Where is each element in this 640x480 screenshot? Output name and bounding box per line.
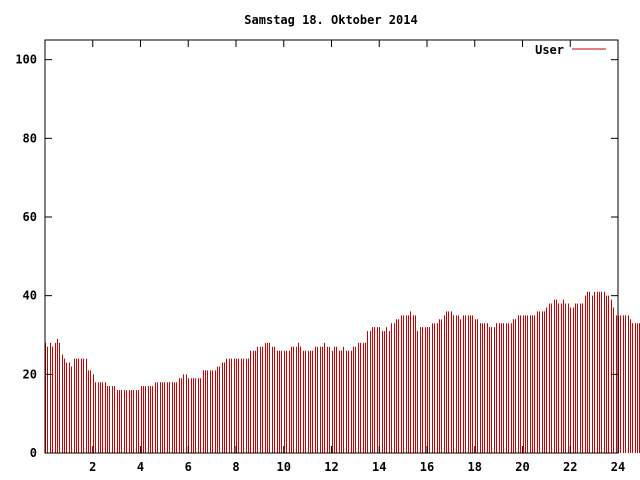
x-axis: 2 4 6 8 10 12 14 16 18 20 22 24 — [89, 40, 625, 474]
x-tick-label: 4 — [137, 460, 144, 474]
y-tick-label: 40 — [23, 289, 37, 303]
x-tick-label: 2 — [89, 460, 96, 474]
x-tick-label: 16 — [420, 460, 434, 474]
x-tick-label: 20 — [515, 460, 529, 474]
x-tick-label: 8 — [232, 460, 239, 474]
legend: User — [535, 43, 606, 57]
x-tick-label: 18 — [468, 460, 482, 474]
bar-series-user — [45, 291, 640, 453]
legend-label-user: User — [535, 43, 564, 57]
x-tick-label: 12 — [324, 460, 338, 474]
x-tick-label: 6 — [185, 460, 192, 474]
x-tick-label: 22 — [563, 460, 577, 474]
x-tick-label: 24 — [611, 460, 625, 474]
y-tick-label: 0 — [30, 446, 37, 460]
y-tick-label: 60 — [23, 210, 37, 224]
y-tick-label: 20 — [23, 367, 37, 381]
y-tick-label: 100 — [15, 53, 37, 67]
y-tick-label: 80 — [23, 131, 37, 145]
x-tick-label: 14 — [372, 460, 386, 474]
x-tick-label: 10 — [277, 460, 291, 474]
chart-title: Samstag 18. Oktober 2014 — [244, 13, 417, 27]
plot-frame — [44, 39, 619, 454]
